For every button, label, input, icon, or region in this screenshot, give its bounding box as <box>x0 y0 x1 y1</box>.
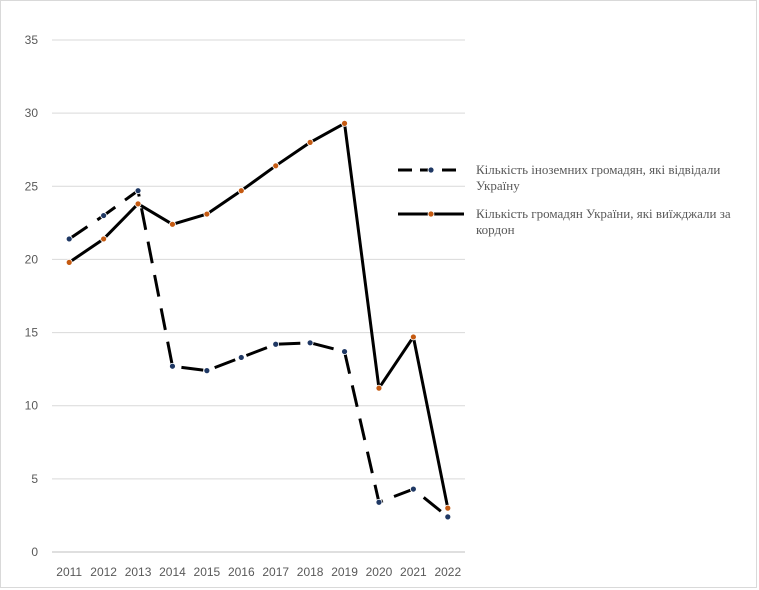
y-tick-label: 30 <box>25 106 39 120</box>
x-tick-label: 2011 <box>56 565 82 579</box>
data-point-series-2 <box>237 187 245 195</box>
y-tick-label: 25 <box>25 179 39 193</box>
data-point-series-1 <box>272 340 280 348</box>
data-point-series-2 <box>341 119 348 127</box>
y-tick-label: 15 <box>25 326 39 340</box>
legend-swatch-dashed <box>398 166 464 174</box>
x-tick-label: 2014 <box>159 565 186 579</box>
series-line-2 <box>68 121 450 509</box>
data-point-series-1 <box>100 212 108 219</box>
data-point-series-1 <box>341 348 348 355</box>
y-tick-label: 10 <box>25 399 39 413</box>
legend: Кількість іноземних громадян, які відвід… <box>396 162 756 250</box>
legend-label: Кількість громадян України, які виїжджал… <box>476 206 731 237</box>
data-point-series-1 <box>203 367 211 375</box>
data-point-series-2 <box>134 200 142 208</box>
x-tick-label: 2013 <box>125 565 152 579</box>
legend-item-series-2: Кількість громадян України, які виїжджал… <box>396 206 756 238</box>
series-line-1 <box>68 189 449 519</box>
x-tick-label: 2022 <box>434 565 461 579</box>
data-point-series-1 <box>237 354 245 361</box>
legend-marker <box>427 210 435 218</box>
legend-marker <box>427 166 435 174</box>
x-tick-label: 2017 <box>262 565 289 579</box>
data-point-series-2 <box>272 162 280 170</box>
data-point-series-2 <box>169 220 176 228</box>
x-tick-label: 2020 <box>366 565 393 579</box>
legend-label: Кількість іноземних громадян, які відвід… <box>476 162 721 193</box>
y-tick-label: 0 <box>31 545 38 559</box>
data-point-series-1 <box>444 513 452 521</box>
x-tick-label: 2016 <box>228 565 255 579</box>
data-point-series-2 <box>409 333 417 341</box>
data-point-series-2 <box>203 210 211 218</box>
data-point-series-1 <box>306 339 314 347</box>
x-tick-label: 2012 <box>90 565 117 579</box>
legend-item-series-1: Кількість іноземних громадян, які відвід… <box>396 162 756 194</box>
data-point-series-2 <box>375 384 383 392</box>
y-tick-label: 20 <box>25 252 39 266</box>
data-point-series-2 <box>65 258 73 266</box>
data-point-series-1 <box>375 498 383 506</box>
x-tick-label: 2019 <box>331 565 358 579</box>
y-tick-label: 35 <box>25 33 39 47</box>
x-tick-label: 2021 <box>400 565 427 579</box>
x-tick-label: 2018 <box>297 565 324 579</box>
data-point-series-1 <box>134 187 142 195</box>
data-point-series-2 <box>444 504 452 512</box>
data-point-series-1 <box>409 485 417 493</box>
data-point-series-2 <box>306 138 314 146</box>
data-point-series-1 <box>65 235 73 243</box>
x-tick-label: 2015 <box>194 565 221 579</box>
data-point-series-1 <box>169 362 176 370</box>
y-tick-label: 5 <box>31 472 38 486</box>
data-point-series-2 <box>100 235 108 243</box>
legend-swatch-solid <box>398 210 464 218</box>
